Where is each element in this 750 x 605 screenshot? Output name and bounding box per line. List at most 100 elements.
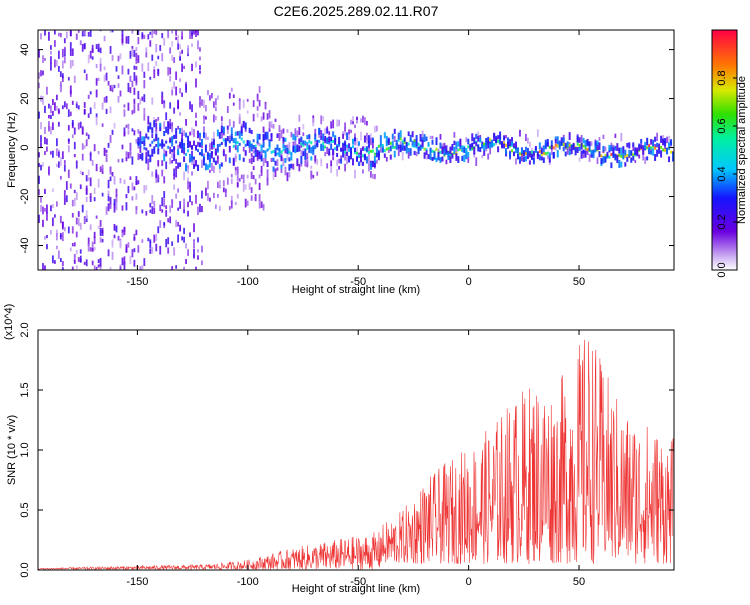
spectrogram-cell bbox=[75, 249, 78, 255]
spectrogram-cell bbox=[618, 159, 621, 168]
spectrogram-cell bbox=[324, 145, 327, 149]
spectrogram-cell bbox=[530, 155, 533, 161]
spectrogram-cell bbox=[570, 149, 573, 155]
spectrogram-cell bbox=[171, 54, 174, 62]
spectrogram-cell bbox=[516, 153, 519, 160]
spectrogram-cell bbox=[483, 142, 486, 146]
spectrogram-cell bbox=[67, 77, 70, 81]
spectrogram-cell bbox=[340, 147, 343, 152]
spectrogram-cell bbox=[61, 232, 64, 242]
spectrogram-cell bbox=[276, 159, 279, 167]
spectrogram-cell bbox=[268, 121, 271, 125]
spectrogram-cell bbox=[511, 149, 514, 153]
spectrogram-cell bbox=[518, 156, 521, 162]
spectrogram-cell bbox=[115, 66, 118, 72]
spectrogram-cell bbox=[133, 236, 136, 241]
spectrogram-cell bbox=[175, 131, 178, 139]
spectrogram-cell bbox=[161, 160, 164, 167]
spectrogram-cell bbox=[199, 101, 201, 108]
spectrogram-cell bbox=[73, 197, 76, 207]
spectrogram-cell bbox=[236, 172, 239, 181]
spectrogram-cell bbox=[40, 135, 42, 143]
spectrogram-cell bbox=[181, 49, 183, 54]
spectrogram-cell bbox=[403, 141, 406, 145]
spectrogram-cell bbox=[242, 120, 245, 128]
spectrogram-cell bbox=[495, 137, 498, 143]
spectrogram-cell bbox=[552, 152, 555, 159]
spectrogram-cell bbox=[604, 146, 607, 152]
spectrogram-cell bbox=[169, 47, 172, 54]
spectrogram-cell bbox=[127, 123, 130, 130]
spectrogram-cell bbox=[290, 153, 293, 161]
spectrogram-cell bbox=[505, 148, 508, 155]
spectrogram-cell bbox=[123, 179, 126, 185]
spectrogram-cell bbox=[147, 150, 150, 157]
spectrogram-cell bbox=[254, 197, 257, 202]
spectrogram-cell bbox=[397, 144, 400, 149]
spectrogram-cell bbox=[499, 131, 502, 139]
spectrogram-cell bbox=[258, 194, 261, 201]
spectrogram-cells bbox=[38, 30, 674, 270]
spectrogram-cell bbox=[370, 171, 372, 178]
spectrogram-cell bbox=[431, 135, 434, 140]
spectrogram-cell bbox=[532, 157, 535, 165]
spectrogram-cell bbox=[262, 133, 265, 142]
spectrogram-cell bbox=[197, 249, 199, 253]
spectrogram-cell bbox=[260, 165, 263, 173]
spectrogram-cell bbox=[346, 156, 348, 165]
spectrogram-cell bbox=[362, 115, 364, 123]
spectrogram-cell bbox=[340, 155, 342, 161]
spectrogram-cell bbox=[359, 149, 362, 156]
spectrogram-cell bbox=[286, 172, 289, 182]
spectrogram-cell bbox=[248, 158, 251, 163]
spectrogram-cell bbox=[383, 132, 386, 139]
spectrogram-cell bbox=[522, 150, 525, 157]
spectrogram-cell bbox=[73, 189, 76, 194]
spectrogram-cell bbox=[598, 137, 601, 141]
spectrogram-cell bbox=[644, 141, 647, 149]
spectrogram-cell bbox=[63, 101, 66, 108]
spectrogram-cell bbox=[44, 57, 46, 61]
spectrogram-cell bbox=[411, 131, 414, 138]
spectrogram-cell bbox=[169, 137, 172, 142]
spectrogram-cell bbox=[161, 139, 164, 143]
spectrogram-cell bbox=[320, 160, 323, 167]
spectrogram-cell bbox=[113, 176, 116, 185]
spectrogram-cell bbox=[546, 142, 549, 147]
spectrogram-cell bbox=[185, 84, 187, 93]
spectrogram-cell bbox=[55, 94, 58, 101]
spectrogram-cell bbox=[431, 156, 434, 161]
spectrogram-cell bbox=[608, 155, 611, 159]
spectrogram-cell bbox=[63, 160, 66, 165]
spectrogram-cell bbox=[193, 240, 195, 248]
spectrogram-cell bbox=[151, 30, 154, 39]
spectrogram-cell bbox=[198, 142, 201, 148]
y-tick-label: 20 bbox=[19, 92, 31, 104]
spectrogram-cell bbox=[44, 137, 46, 145]
spectrogram-cell bbox=[171, 30, 174, 34]
spectrogram-cell bbox=[181, 141, 184, 149]
spectrogram-cell bbox=[53, 40, 56, 47]
spectrogram-cell bbox=[117, 95, 120, 103]
spectrogram-cell bbox=[171, 126, 174, 133]
spectrogram-cell bbox=[451, 143, 454, 151]
spectrogram-cell bbox=[177, 125, 180, 130]
spectrogram-cell bbox=[187, 45, 189, 54]
spectrogram-cell bbox=[199, 96, 201, 105]
spectrogram-cell bbox=[89, 50, 92, 59]
spectrogram-cell bbox=[50, 63, 52, 71]
spectrogram-cell bbox=[346, 151, 349, 156]
spectrogram-cell bbox=[254, 147, 257, 153]
spectrogram-cell bbox=[455, 141, 458, 150]
spectrogram-cell bbox=[598, 151, 601, 158]
spectrogram-cell bbox=[38, 175, 40, 184]
spectrogram-cell bbox=[38, 111, 40, 119]
spectrogram-cell bbox=[105, 72, 108, 81]
spectrogram-cell bbox=[445, 159, 448, 165]
spectrogram-cell bbox=[308, 134, 311, 139]
spectrogram-cell bbox=[59, 234, 62, 240]
spectrogram-cell bbox=[38, 49, 40, 58]
spectrogram-cell bbox=[278, 125, 281, 133]
spectrogram-cell bbox=[296, 144, 299, 153]
spectrogram-cell bbox=[57, 250, 60, 259]
